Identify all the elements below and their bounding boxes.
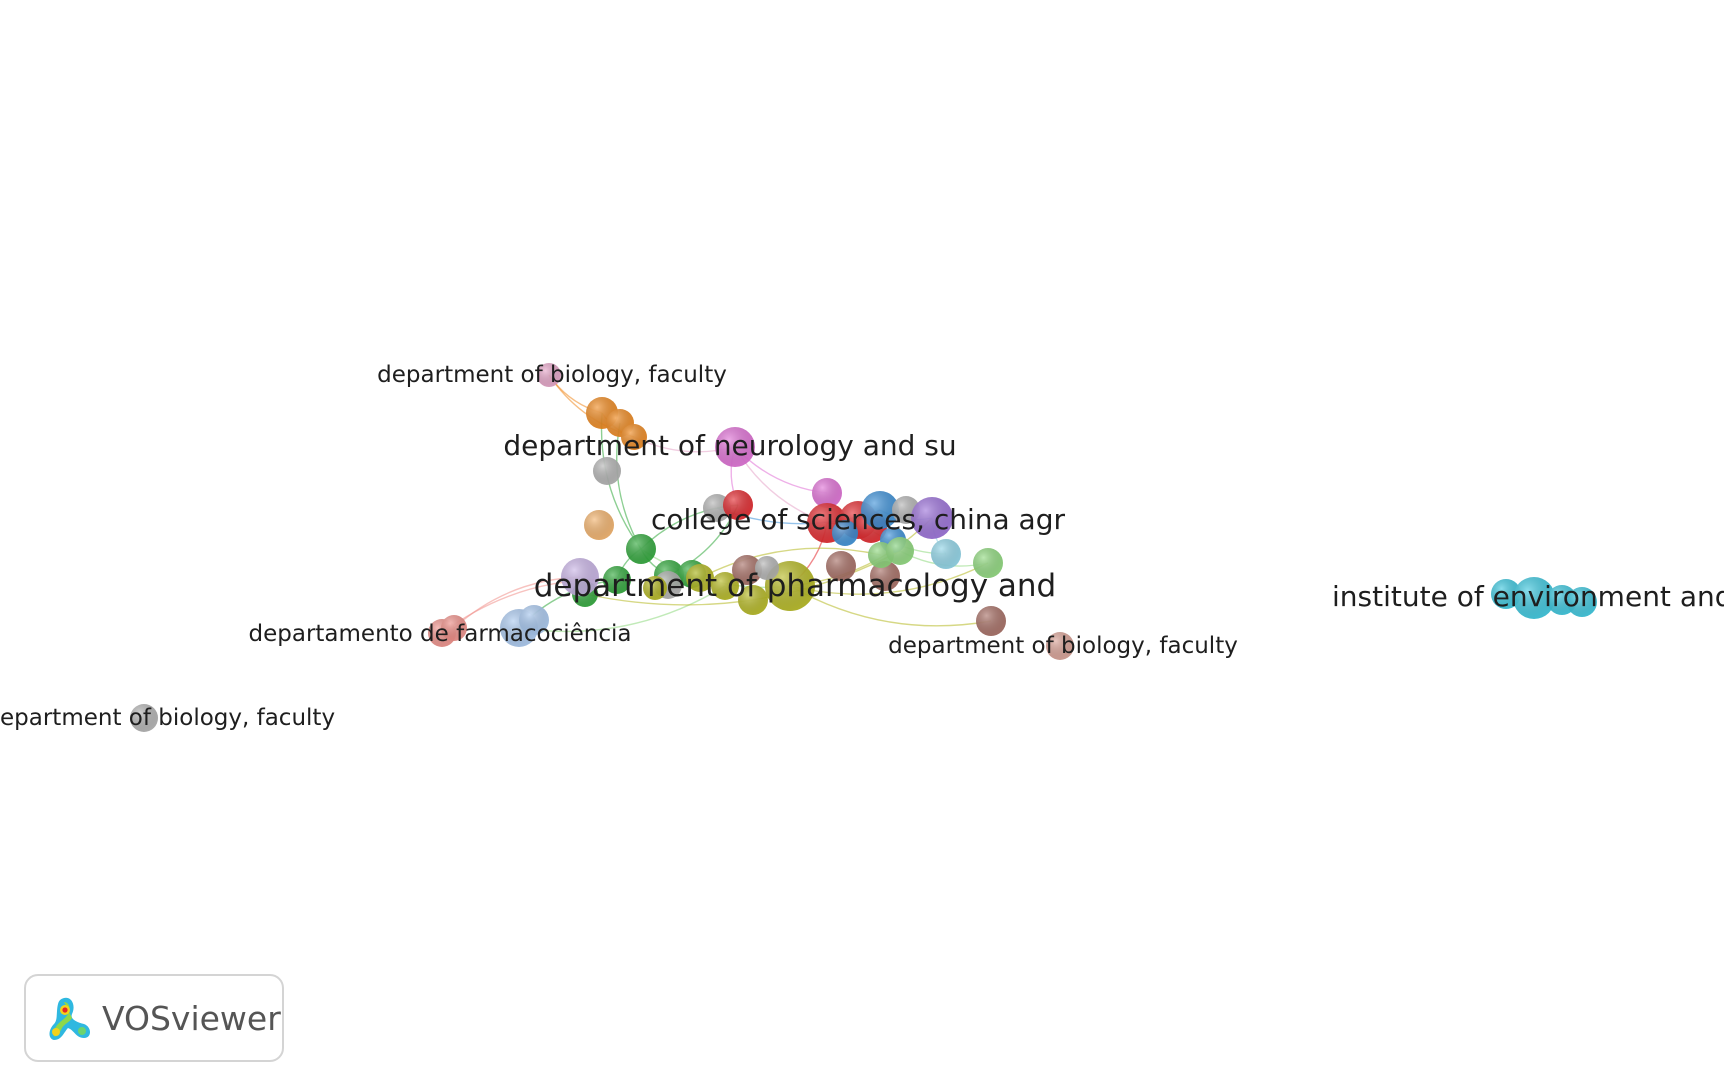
node-label-neurology[interactable]: department of neurology and su [503,429,956,462]
node-green2[interactable] [603,566,631,594]
node-or3[interactable] [621,424,647,450]
node-brown1[interactable] [732,555,762,585]
node-lbrown[interactable] [1046,632,1074,660]
node-blue2[interactable] [861,491,899,529]
node-cyan2[interactable] [1513,577,1555,619]
node-lav[interactable] [561,558,599,596]
node-salmon2[interactable] [441,615,467,641]
node-grey-left[interactable] [130,704,158,732]
node-label-environment[interactable]: institute of environment and e [1332,580,1724,613]
node-ylw1[interactable] [686,564,714,592]
node-purple[interactable] [911,497,953,539]
node-lblue2[interactable] [519,605,549,635]
node-bio-top[interactable] [537,363,561,387]
node-lg3[interactable] [973,548,1003,578]
node-neuro[interactable] [715,427,755,467]
node-blue1[interactable] [832,520,858,546]
vosviewer-logo-box: VOSviewer [24,974,284,1062]
node-ylw2[interactable] [711,572,739,600]
node-sky[interactable] [931,539,961,569]
link-n-ylw4-n-brown4 [789,585,992,627]
node-brown3[interactable] [870,561,900,591]
node-brown4[interactable] [976,606,1006,636]
label-layer: department of biology, faculty departmen… [0,362,1724,731]
node-layer [130,363,1597,732]
node-label-sciences[interactable]: college of sciences, china agr [651,503,1066,536]
node-label-pharmacology[interactable]: department of pharmacology and [534,568,1057,604]
node-lg2[interactable] [886,537,914,565]
node-grey1[interactable] [593,457,621,485]
node-label-biology-top[interactable]: department of biology, faculty [377,362,727,388]
node-label-biology-left[interactable]: epartment of biology, faculty [0,705,335,731]
link-n-lblue1-n-ylw2 [518,585,726,633]
node-pink2[interactable] [812,478,842,508]
link-n-ylw4-n-lg3 [789,562,989,595]
vosviewer-brand-name: VOSviewer [102,998,281,1038]
node-red1[interactable] [723,490,753,520]
node-grey5[interactable] [755,556,779,580]
node-label-biology-mid[interactable]: department of biology, faculty [888,633,1238,659]
node-ylw3[interactable] [738,585,768,615]
link-n-lg1-n-ylw1 [699,547,882,579]
vosviewer-logo-icon [49,997,90,1040]
node-lorange[interactable] [584,510,614,540]
node-cyan4[interactable] [1567,587,1597,617]
node-ylw5[interactable] [643,576,667,600]
node-green1[interactable] [626,534,656,564]
node-brown2[interactable] [826,551,856,581]
node-label-farmaco[interactable]: departamento de farmacociência [249,621,632,647]
